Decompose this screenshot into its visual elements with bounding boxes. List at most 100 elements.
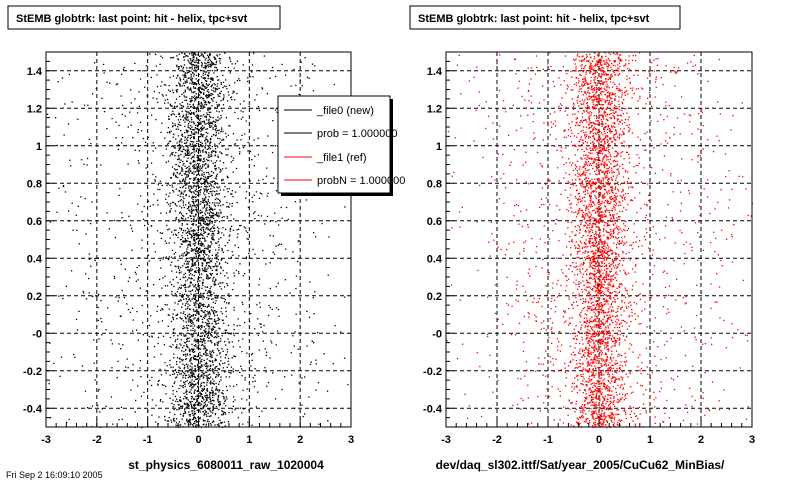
left-scatter-point (218, 249, 220, 251)
left-scatter-point (231, 193, 233, 195)
left-scatter-point (195, 186, 197, 188)
left-scatter-point (180, 191, 182, 193)
left-scatter-point (211, 403, 213, 405)
left-scatter-point (306, 345, 308, 347)
left-scatter-point (209, 368, 212, 370)
left-scatter-point (196, 140, 198, 142)
left-scatter-point (220, 379, 222, 381)
right-scatter-point (606, 83, 608, 85)
left-scatter-point (217, 374, 219, 376)
left-scatter-point (209, 190, 211, 193)
left-scatter-point (194, 66, 196, 68)
left-scatter-point (179, 149, 181, 151)
left-scatter-point (134, 271, 136, 273)
right-scatter-point (596, 174, 598, 176)
left-scatter-point (212, 278, 214, 280)
left-scatter-point (203, 364, 205, 366)
left-scatter-point (209, 313, 211, 315)
right-scatter-point (557, 369, 560, 372)
left-scatter-point (210, 295, 212, 297)
left-scatter-point (186, 294, 188, 296)
right-scatter-point (597, 202, 599, 204)
right-scatter-point (596, 179, 599, 181)
left-scatter-point (187, 303, 189, 305)
left-scatter-point (192, 257, 194, 260)
left-scatter-point (184, 230, 187, 232)
left-scatter-point (205, 375, 207, 377)
left-scatter-point (182, 200, 184, 202)
left-scatter-point (206, 74, 209, 76)
left-scatter-point (184, 353, 187, 355)
left-scatter-point (201, 264, 203, 266)
left-scatter-point (295, 84, 297, 87)
left-scatter-point (245, 191, 248, 193)
left-scatter-point (207, 331, 210, 334)
left-scatter-point (202, 284, 204, 286)
left-scatter-point (276, 111, 278, 113)
left-scatter-point (159, 180, 161, 182)
left-scatter-point (222, 130, 224, 133)
left-scatter-point (216, 297, 218, 299)
right-scatter-point (488, 376, 490, 378)
left-scatter-point (169, 90, 171, 92)
left-scatter-point (198, 270, 201, 272)
left-scatter-point (188, 414, 190, 416)
right-scatter-point (485, 127, 487, 130)
left-scatter-point (224, 66, 226, 69)
left-scatter-point (247, 421, 249, 423)
left-scatter-point (237, 117, 239, 120)
left-scatter-point (186, 252, 189, 254)
left-scatter-point (197, 365, 199, 367)
left-scatter-point (212, 306, 214, 309)
left-scatter-point (167, 160, 170, 162)
left-scatter-point (204, 100, 207, 103)
left-scatter-point (190, 273, 192, 275)
left-scatter-point (220, 307, 223, 309)
left-scatter-point (214, 183, 216, 185)
left-scatter-point (238, 272, 240, 275)
left-scatter-point (212, 62, 215, 64)
left-scatter-point (171, 57, 173, 59)
left-scatter-point (195, 64, 198, 66)
left-scatter-point (172, 75, 175, 77)
left-scatter-point (241, 412, 243, 414)
right-scatter-point (536, 66, 538, 69)
left-scatter-point (216, 269, 218, 272)
left-scatter-point (178, 112, 180, 114)
left-scatter-point (204, 116, 206, 118)
left-scatter-point (137, 339, 139, 341)
left-scatter-point (195, 199, 197, 201)
left-scatter-point (193, 237, 195, 239)
left-scatter-point (228, 239, 230, 241)
left-scatter-point (216, 110, 218, 112)
left-scatter-point (97, 390, 99, 392)
left-scatter-point (200, 251, 202, 254)
left-scatter-point (197, 117, 199, 119)
left-scatter-point (204, 214, 207, 216)
left-scatter-point (206, 227, 208, 229)
left-scatter-point (259, 306, 262, 308)
left-scatter-point (192, 308, 195, 311)
left-scatter-point (71, 101, 73, 103)
left-scatter-point (229, 58, 231, 60)
left-scatter-point (191, 298, 193, 300)
left-scatter-point (211, 236, 213, 238)
left-scatter-point (196, 156, 198, 158)
left-scatter-point (269, 287, 271, 290)
left-scatter-point (189, 62, 191, 64)
left-scatter-point (266, 167, 268, 169)
left-scatter-point (209, 211, 211, 213)
right-scatter-point (579, 100, 581, 103)
left-scatter-point (211, 335, 213, 337)
left-scatter-point (181, 170, 184, 172)
left-scatter-point (211, 254, 213, 256)
left-scatter-point (211, 310, 213, 312)
left-scatter-point (183, 273, 185, 276)
left-scatter-point (192, 370, 194, 372)
left-scatter-point (179, 103, 181, 105)
left-scatter-point (173, 182, 175, 184)
right-scatter-point (523, 250, 525, 252)
right-scatter-point (581, 83, 583, 85)
left-scatter-point (216, 104, 218, 106)
left-scatter-point (203, 158, 205, 160)
